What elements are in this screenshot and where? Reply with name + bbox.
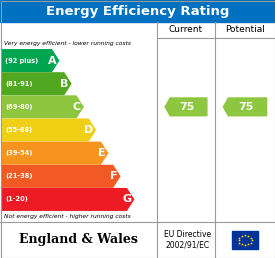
Polygon shape — [2, 73, 71, 94]
Bar — [0, 0, 275, 22]
Text: (21-38): (21-38) — [5, 173, 32, 179]
Text: (69-80): (69-80) — [5, 104, 32, 110]
Text: D: D — [84, 125, 93, 135]
Text: (81-91): (81-91) — [5, 81, 32, 87]
Text: F: F — [110, 171, 118, 181]
Text: 75: 75 — [180, 102, 195, 112]
Text: (1-20): (1-20) — [5, 196, 28, 203]
Text: G: G — [122, 195, 131, 204]
Polygon shape — [2, 142, 108, 164]
Text: Current: Current — [169, 26, 203, 35]
Bar — [232, 231, 258, 249]
Text: A: A — [48, 55, 57, 66]
Text: 75: 75 — [239, 102, 254, 112]
Polygon shape — [165, 98, 207, 116]
Text: England & Wales: England & Wales — [19, 232, 138, 246]
Text: C: C — [73, 102, 81, 112]
Polygon shape — [2, 119, 95, 141]
Text: Very energy efficient - lower running costs: Very energy efficient - lower running co… — [4, 41, 131, 46]
Text: (55-68): (55-68) — [5, 127, 32, 133]
Polygon shape — [2, 50, 59, 71]
Polygon shape — [223, 98, 266, 116]
Text: (92 plus): (92 plus) — [5, 58, 38, 63]
Text: Not energy efficient - higher running costs: Not energy efficient - higher running co… — [4, 214, 131, 219]
Polygon shape — [2, 189, 134, 210]
Text: Potential: Potential — [225, 26, 265, 35]
Polygon shape — [2, 96, 83, 118]
Text: (39-54): (39-54) — [5, 150, 32, 156]
Polygon shape — [2, 165, 120, 187]
Text: B: B — [60, 79, 69, 89]
Text: E: E — [98, 148, 106, 158]
Text: EU Directive
2002/91/EC: EU Directive 2002/91/EC — [164, 230, 211, 250]
Text: Energy Efficiency Rating: Energy Efficiency Rating — [46, 4, 229, 18]
